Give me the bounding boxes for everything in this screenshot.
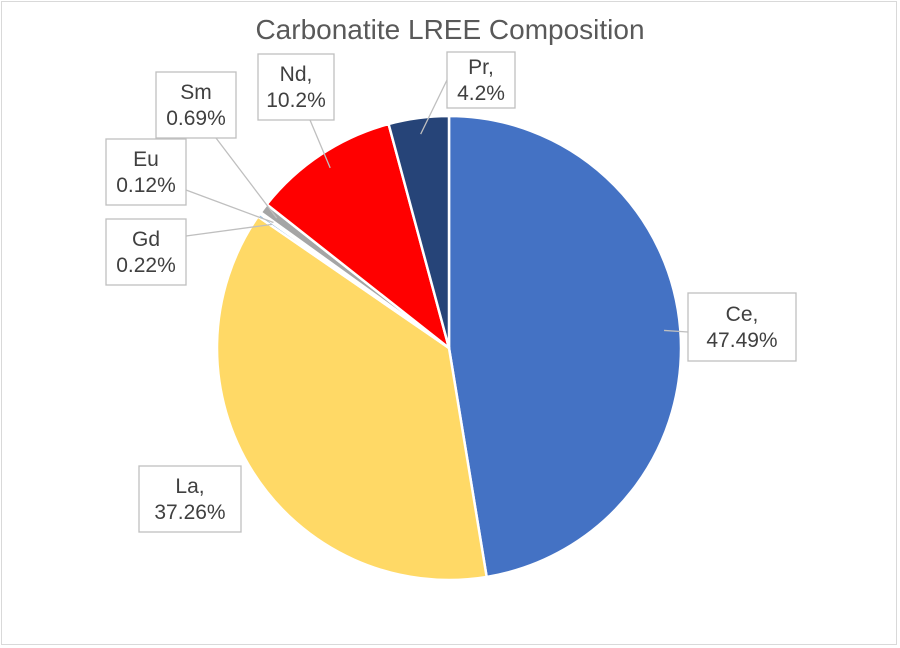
- data-label-la-value: 37.26%: [154, 501, 225, 524]
- data-label-sm-value: 0.69%: [166, 107, 226, 130]
- data-label-la-name: La,: [175, 475, 204, 498]
- pie-slice-ce[interactable]: [447, 114, 683, 579]
- data-label-nd-name: Nd,: [280, 63, 313, 86]
- data-label-box-gd: [105, 218, 187, 286]
- data-label-gd-value: 0.22%: [116, 254, 176, 277]
- pie-slice-pr[interactable]: [387, 114, 451, 350]
- leader-line-nd: [309, 119, 331, 169]
- data-label-box-la: [138, 465, 242, 533]
- data-label-pr-name: Pr,: [468, 56, 494, 79]
- pie-slice-la[interactable]: [215, 215, 488, 582]
- data-label-box-pr: [446, 51, 516, 109]
- leader-lines: [185, 79, 689, 333]
- data-label-box-eu: [105, 138, 187, 206]
- data-label-nd-value: 10.2%: [266, 89, 326, 112]
- data-label-sm-name: Sm: [180, 81, 212, 104]
- leader-line-gd: [185, 223, 273, 237]
- leader-line-sm: [215, 137, 278, 219]
- data-label-eu-name: Eu: [133, 148, 159, 171]
- leader-line-eu: [185, 189, 274, 224]
- data-label-pr-value: 4.2%: [457, 82, 505, 105]
- data-label-eu-value: 0.12%: [116, 174, 176, 197]
- leader-line-pr: [420, 79, 448, 135]
- data-label-ce-value: 47.49%: [706, 329, 777, 352]
- chart-title: Carbonatite LREE Composition: [255, 14, 645, 45]
- leader-line-ce: [664, 329, 689, 333]
- pie-slices: [215, 114, 683, 582]
- data-label-box-nd: [257, 53, 335, 121]
- data-label-ce-name: Ce,: [726, 303, 759, 326]
- data-labels: Ce, 47.49% La, 37.26% Gd 0.22% Eu 0.12% Sm 0.69% N…: [105, 51, 797, 533]
- data-label-box-ce: [687, 292, 797, 362]
- data-label-box-sm: [155, 71, 237, 139]
- data-label-gd-name: Gd: [132, 228, 160, 251]
